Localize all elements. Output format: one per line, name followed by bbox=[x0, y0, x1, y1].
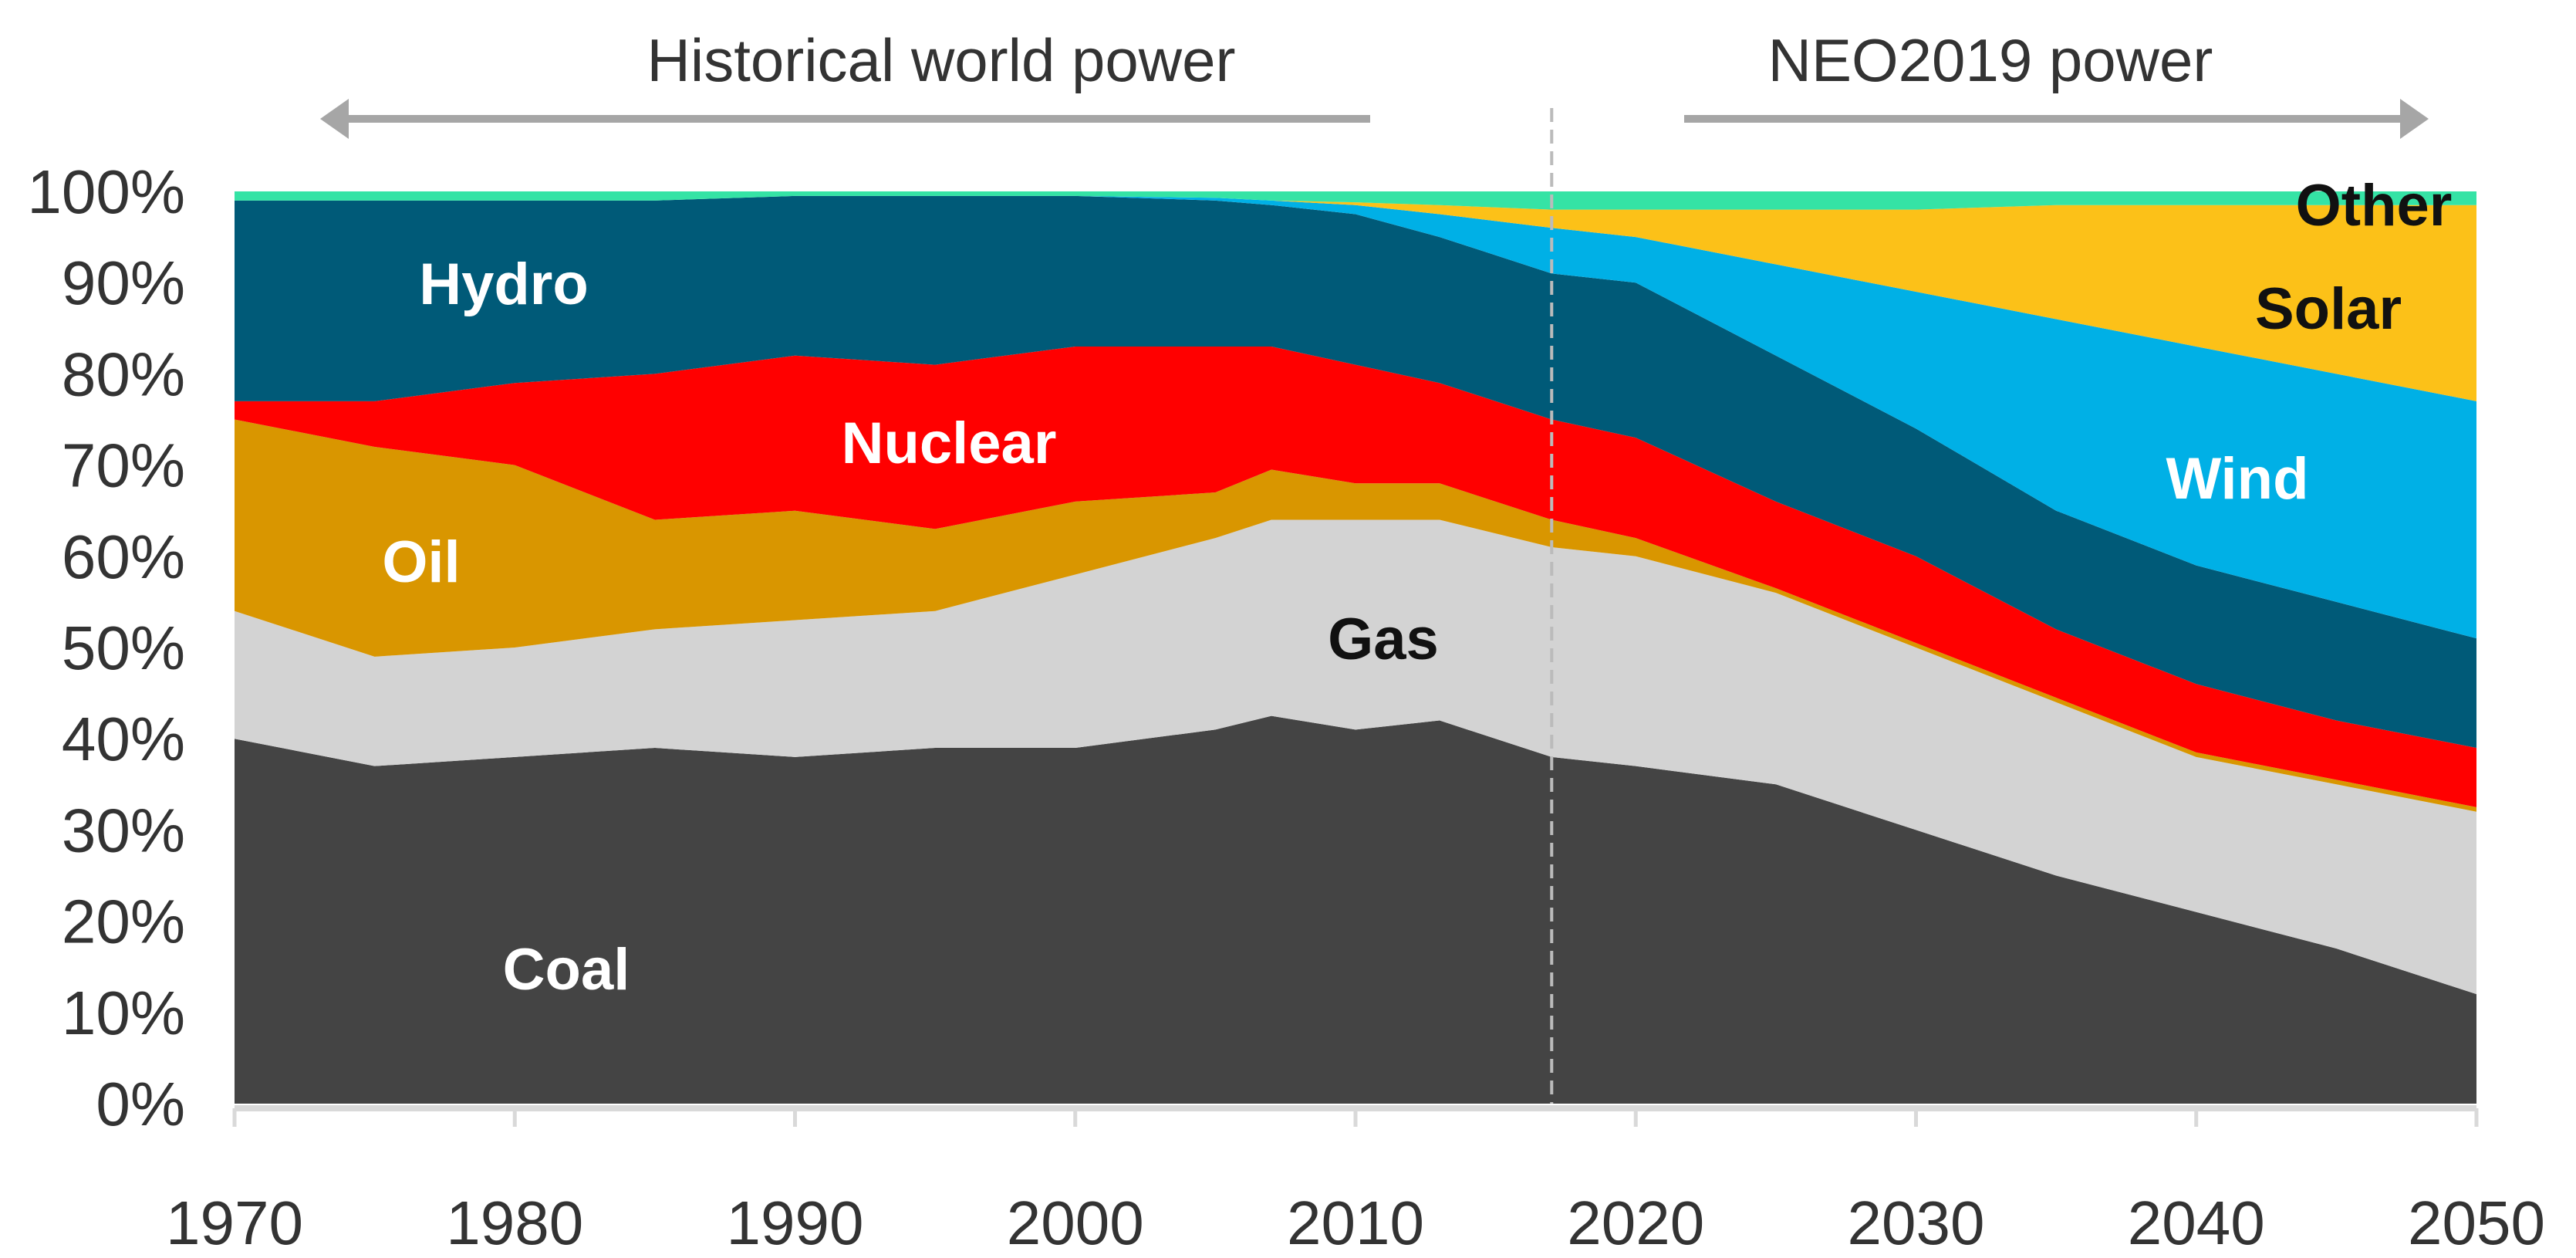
x-tick-label: 1970 bbox=[166, 1189, 303, 1257]
area-nuclear bbox=[235, 346, 2476, 807]
y-tick-label: 90% bbox=[62, 249, 185, 317]
area-layers bbox=[235, 191, 2476, 1104]
y-tick-label: 40% bbox=[62, 705, 185, 773]
y-tick-label: 80% bbox=[62, 340, 185, 408]
y-tick-label: 20% bbox=[62, 888, 185, 956]
area-oil bbox=[235, 419, 2476, 812]
series-label-oil: Oil bbox=[382, 529, 460, 595]
series-label-other: Other bbox=[2296, 173, 2453, 238]
series-labels: Coal Gas Oil Nuclear Hydro Wind Solar Ot… bbox=[382, 173, 2452, 1003]
series-label-hydro: Hydro bbox=[419, 252, 589, 317]
x-tick-label: 2050 bbox=[2408, 1189, 2545, 1257]
y-tick-label: 50% bbox=[62, 614, 185, 682]
series-label-coal: Coal bbox=[503, 937, 630, 1003]
area-solar bbox=[235, 195, 2476, 401]
y-tick-label: 60% bbox=[62, 522, 185, 591]
x-tick-label: 2040 bbox=[2128, 1189, 2265, 1257]
area-wind bbox=[235, 195, 2476, 639]
axes: 1970 1980 1990 2000 2010 2020 2030 2040 2050 0% 10… bbox=[27, 157, 2545, 1257]
series-label-wind: Wind bbox=[2166, 446, 2308, 512]
historical-header: Historical world power bbox=[647, 26, 1236, 94]
x-tick-label: 2020 bbox=[1567, 1189, 1704, 1257]
y-tick-label: 0% bbox=[96, 1070, 185, 1138]
y-tick-label: 10% bbox=[62, 979, 185, 1047]
historical-arrow bbox=[320, 99, 1370, 139]
x-tick-label: 2030 bbox=[1848, 1189, 1985, 1257]
forecast-header: NEO2019 power bbox=[1768, 26, 2213, 94]
y-tick-label: 30% bbox=[62, 796, 185, 864]
area-hydro bbox=[235, 195, 2476, 749]
series-label-gas: Gas bbox=[1328, 607, 1439, 672]
y-tick-label: 70% bbox=[62, 431, 185, 500]
x-tick-label: 2010 bbox=[1287, 1189, 1424, 1257]
x-tick-label: 1980 bbox=[446, 1189, 583, 1257]
area-gas bbox=[235, 519, 2476, 995]
y-tick-label: 100% bbox=[27, 157, 185, 226]
forecast-arrow bbox=[1684, 99, 2429, 139]
x-tick-label: 2000 bbox=[1007, 1189, 1144, 1257]
series-label-nuclear: Nuclear bbox=[842, 411, 1057, 476]
series-label-solar: Solar bbox=[2255, 276, 2402, 342]
area-coal bbox=[235, 715, 2476, 1104]
x-tick-label: 1990 bbox=[727, 1189, 864, 1257]
area-other bbox=[235, 191, 2476, 210]
